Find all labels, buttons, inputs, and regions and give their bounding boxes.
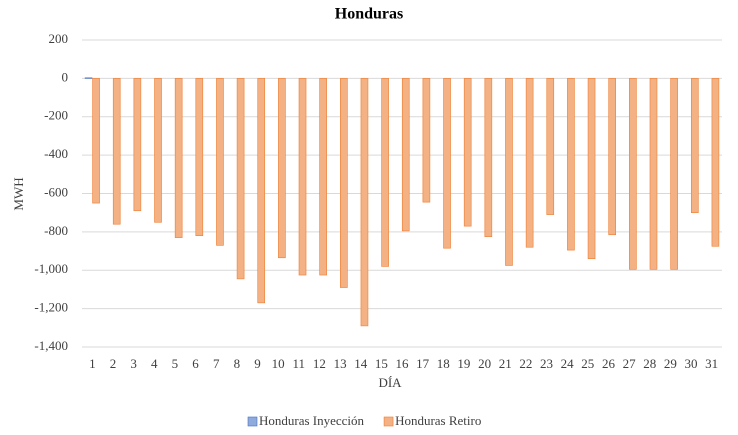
bar xyxy=(422,78,431,203)
bar xyxy=(670,78,678,270)
bar xyxy=(340,78,348,288)
x-tick-label: 13 xyxy=(334,356,347,371)
bar xyxy=(216,78,224,246)
bar xyxy=(629,78,637,270)
x-tick-label: 14 xyxy=(354,356,368,371)
y-tick-label: -1,400 xyxy=(34,338,68,353)
legend-label: Honduras Inyección xyxy=(259,413,365,428)
bar xyxy=(443,78,451,249)
bar xyxy=(381,78,389,267)
bar xyxy=(278,78,286,259)
x-tick-label: 1 xyxy=(89,356,96,371)
bar xyxy=(360,78,369,327)
x-tick-label: 5 xyxy=(172,356,179,371)
y-tick-label: -800 xyxy=(44,223,68,238)
x-tick-label: 23 xyxy=(540,356,553,371)
x-tick-label: 27 xyxy=(623,356,637,371)
x-tick-label: 20 xyxy=(478,356,491,371)
x-tick-label: 29 xyxy=(664,356,677,371)
y-tick-label: -600 xyxy=(44,184,68,199)
bar xyxy=(463,78,472,227)
bar xyxy=(401,78,410,232)
legend-swatch xyxy=(383,416,394,427)
bar xyxy=(546,78,555,215)
x-tick-label: 12 xyxy=(313,356,326,371)
y-tick-label: 200 xyxy=(49,31,69,46)
x-tick-label: 16 xyxy=(396,356,410,371)
bar xyxy=(112,78,121,225)
bar xyxy=(711,78,720,247)
bar xyxy=(133,78,142,212)
x-tick-label: 8 xyxy=(234,356,241,371)
bar xyxy=(154,78,162,223)
x-tick-label: 22 xyxy=(519,356,532,371)
bar xyxy=(195,78,204,237)
y-tick-label: -1,200 xyxy=(34,300,68,315)
x-tick-label: 6 xyxy=(192,356,199,371)
bar xyxy=(587,78,596,260)
bar xyxy=(319,78,327,276)
bar xyxy=(174,78,183,238)
x-tick-label: 21 xyxy=(499,356,512,371)
bar xyxy=(567,78,575,251)
y-tick-label: -400 xyxy=(44,146,68,161)
bar xyxy=(484,78,493,237)
bar xyxy=(649,78,658,270)
x-tick-label: 7 xyxy=(213,356,220,371)
y-axis-label: MWH xyxy=(11,177,26,210)
bar xyxy=(84,77,93,79)
legend-label: Honduras Retiro xyxy=(395,413,481,428)
bar xyxy=(608,78,617,236)
bar xyxy=(298,78,307,276)
y-tick-label: -200 xyxy=(44,108,68,123)
x-tick-label: 4 xyxy=(151,356,158,371)
bar xyxy=(92,78,100,204)
x-axis-label: DÍA xyxy=(378,375,402,390)
x-tick-label: 10 xyxy=(272,356,285,371)
bar xyxy=(690,78,699,213)
legend-swatch xyxy=(247,416,258,427)
x-tick-label: 26 xyxy=(602,356,616,371)
x-tick-label: 30 xyxy=(685,356,698,371)
x-tick-label: 31 xyxy=(705,356,718,371)
x-tick-label: 28 xyxy=(643,356,656,371)
bar xyxy=(525,78,534,248)
x-tick-label: 2 xyxy=(110,356,117,371)
x-tick-label: 9 xyxy=(254,356,261,371)
x-tick-label: 11 xyxy=(293,356,306,371)
x-tick-label: 3 xyxy=(130,356,137,371)
bar xyxy=(257,78,266,304)
y-tick-label: 0 xyxy=(62,69,69,84)
y-tick-label: -1,000 xyxy=(34,261,68,276)
bar xyxy=(505,78,513,266)
x-tick-label: 24 xyxy=(561,356,575,371)
x-tick-label: 25 xyxy=(581,356,594,371)
x-tick-label: 19 xyxy=(457,356,470,371)
bar xyxy=(236,78,245,280)
x-tick-label: 15 xyxy=(375,356,388,371)
x-tick-label: 17 xyxy=(416,356,430,371)
chart-title: Honduras xyxy=(335,6,403,23)
x-tick-label: 18 xyxy=(437,356,450,371)
